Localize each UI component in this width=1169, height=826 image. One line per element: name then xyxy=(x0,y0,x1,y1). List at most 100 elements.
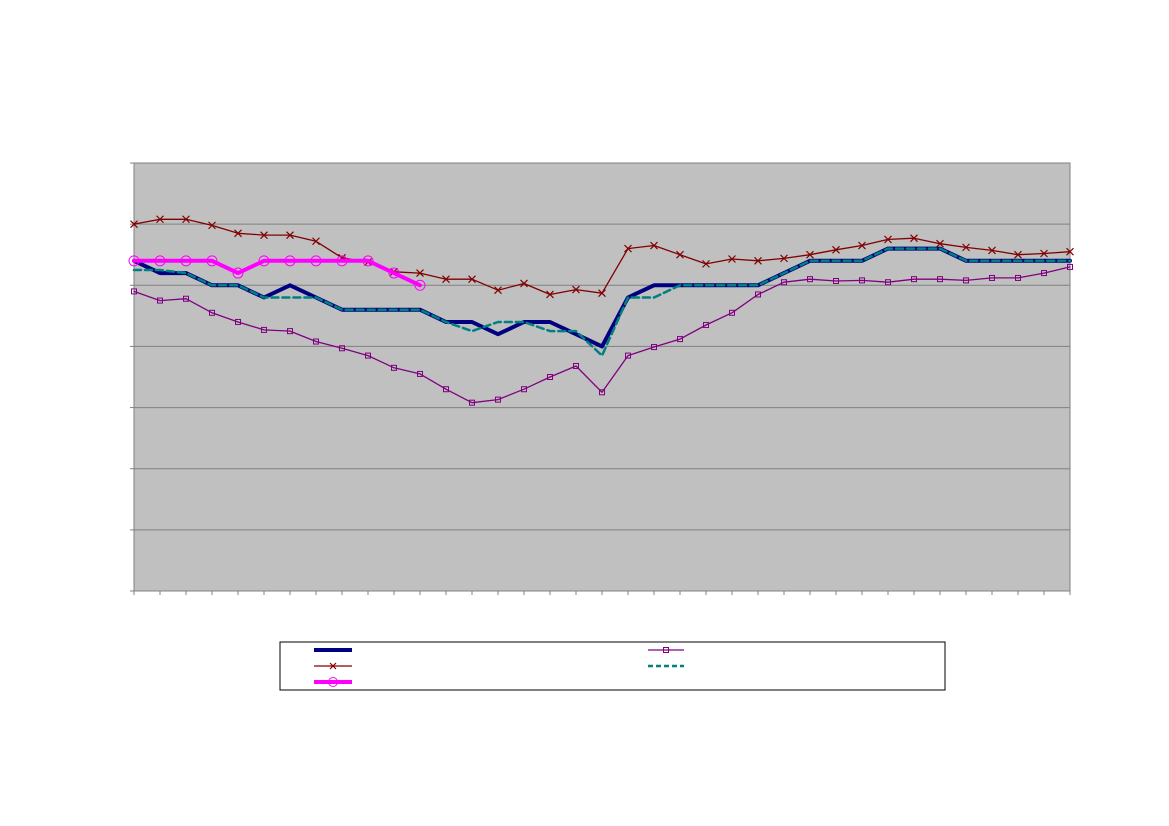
data-point xyxy=(310,255,322,267)
data-point xyxy=(206,255,218,267)
data-point xyxy=(469,399,475,406)
data-point xyxy=(833,278,839,285)
data-point xyxy=(388,267,400,279)
data-point xyxy=(287,328,293,335)
data-point xyxy=(780,254,788,263)
axes xyxy=(130,162,1071,595)
data-point xyxy=(832,245,840,254)
data-point xyxy=(936,239,944,248)
data-point xyxy=(625,352,631,359)
data-point xyxy=(572,285,580,294)
data-point xyxy=(286,231,294,240)
data-point xyxy=(1041,270,1047,277)
data-point xyxy=(521,386,527,393)
data-point xyxy=(859,277,865,284)
data-point xyxy=(182,215,190,224)
legend-box xyxy=(279,641,946,691)
data-point xyxy=(494,286,502,295)
data-point xyxy=(258,255,270,267)
data-point xyxy=(156,215,164,224)
data-point xyxy=(754,256,762,265)
data-point xyxy=(962,243,970,252)
data-point xyxy=(807,276,813,283)
data-point xyxy=(131,288,137,295)
data-point xyxy=(130,220,138,229)
data-point xyxy=(885,279,891,286)
data-point xyxy=(313,338,319,345)
plot-area xyxy=(133,162,1071,592)
data-point xyxy=(495,396,501,403)
data-point xyxy=(520,279,528,288)
series-s5 xyxy=(128,255,426,291)
data-point xyxy=(312,237,320,246)
data-point xyxy=(208,221,216,230)
data-point xyxy=(781,279,787,286)
data-point xyxy=(362,255,374,267)
data-point xyxy=(677,336,683,343)
data-point xyxy=(235,318,241,325)
legend-entry-s2 xyxy=(648,647,684,653)
data-point xyxy=(336,255,348,267)
data-point xyxy=(703,322,709,329)
data-point xyxy=(702,259,710,268)
data-point xyxy=(183,295,189,302)
data-point xyxy=(755,291,761,298)
data-point xyxy=(1014,250,1022,259)
data-point xyxy=(650,241,658,250)
series-line-s4 xyxy=(132,247,1072,357)
data-point xyxy=(911,276,917,283)
data-point xyxy=(417,370,423,377)
data-point xyxy=(234,229,242,238)
data-point xyxy=(365,352,371,359)
data-point xyxy=(729,309,735,316)
data-point xyxy=(157,297,163,304)
data-point xyxy=(339,345,345,352)
series-line-s2 xyxy=(133,266,1071,404)
data-point xyxy=(963,277,969,284)
legend xyxy=(279,641,946,691)
data-point xyxy=(858,241,866,250)
data-point xyxy=(884,235,892,244)
data-point xyxy=(624,244,632,253)
data-point xyxy=(1067,263,1073,270)
series-s4 xyxy=(132,247,1072,357)
data-point xyxy=(128,255,140,267)
legend-marker-s5 xyxy=(328,677,338,687)
data-point xyxy=(468,275,476,284)
data-point xyxy=(573,362,579,369)
data-point xyxy=(391,364,397,371)
legend-entry-s5 xyxy=(314,677,352,687)
data-point xyxy=(442,275,450,284)
data-point xyxy=(546,290,554,299)
data-point xyxy=(599,389,605,396)
data-point xyxy=(806,250,814,259)
data-point xyxy=(651,344,657,351)
series-s2 xyxy=(131,263,1073,406)
data-point xyxy=(989,274,995,281)
data-point xyxy=(547,374,553,380)
legend-marker-s3 xyxy=(329,662,337,670)
data-point xyxy=(598,289,606,298)
data-point xyxy=(937,276,943,283)
data-point xyxy=(284,255,296,267)
data-point xyxy=(676,250,684,259)
data-point xyxy=(988,246,996,255)
data-point xyxy=(1066,247,1074,256)
data-point xyxy=(261,326,267,333)
data-point xyxy=(443,386,449,393)
legend-marker-s2 xyxy=(663,647,669,653)
data-point xyxy=(728,255,736,263)
data-point xyxy=(416,269,424,277)
series-lines xyxy=(128,215,1074,406)
data-point xyxy=(1015,274,1021,281)
data-point xyxy=(1040,249,1048,258)
data-point xyxy=(154,255,166,267)
data-point xyxy=(414,279,426,291)
data-point xyxy=(260,231,268,240)
legend-entry-s3 xyxy=(314,662,352,670)
data-point xyxy=(209,309,215,316)
data-point xyxy=(232,267,244,279)
data-point xyxy=(180,255,192,267)
data-point xyxy=(910,234,918,243)
